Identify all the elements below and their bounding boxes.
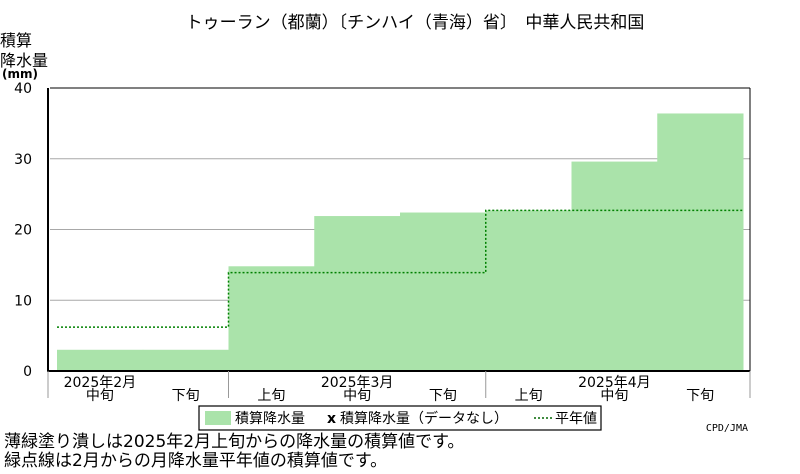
y-tick-label: 0 [23,364,32,380]
x-period-label: 中旬 [600,388,628,404]
legend-label-no-data: 積算降水量（データなし） [340,410,508,427]
y-tick-labels: 0 10 20 30 40 [14,81,32,380]
accumulated-bar [228,266,315,371]
normal-value-path [57,209,743,328]
legend-x-marker: x [327,411,336,427]
credit-label: CPD/JMA [706,423,748,434]
note-line-1: 薄緑塗り潰しは2025年2月上旬からの降水量の積算値です。 [4,431,464,452]
accumulated-bar [57,349,144,371]
accumulated-bar [400,212,487,371]
accumulated-precip-area [57,113,744,371]
chart-title: トゥーラン（都蘭）〔チンハイ（青海）省〕 中華人民共和国 [186,13,645,33]
x-period-label: 下旬 [429,388,457,404]
accumulated-bar [485,210,572,371]
legend: 積算降水量 x 積算降水量（データなし） 平年値 [198,405,602,431]
y-tick-label: 30 [14,152,32,168]
y-tick-label: 20 [14,223,32,239]
accumulated-bar [314,216,401,371]
legend-label-accumulated: 積算降水量 [235,411,305,427]
accumulated-bar [142,349,229,371]
x-period-label: 下旬 [686,388,714,404]
x-axis-labels: 中旬 下旬 上旬 中旬 下旬 上旬 中旬 下旬 2025年2月 2025年3月 2025年4月 [64,375,715,404]
legend-label-normal: 平年値 [555,411,597,427]
y-tick-label: 10 [14,293,32,309]
plot-frame [47,87,751,398]
accumulated-bar [657,113,744,371]
x-month-label: 2025年3月 [321,375,394,391]
normal-value-line [57,209,743,328]
x-month-label: 2025年4月 [578,375,651,391]
y-axis-title-line2: 降水量 [0,51,48,70]
accumulated-bar [571,161,658,371]
x-period-label: 中旬 [86,388,114,404]
x-period-label: 上旬 [515,388,543,404]
note-line-2: 緑点線は2月からの月降水量平年値の積算値です。 [4,451,387,470]
x-period-label: 中旬 [343,388,371,404]
y-tick-label: 40 [14,81,32,97]
legend-fill-swatch [205,411,231,425]
x-period-label: 上旬 [257,388,285,404]
x-month-label: 2025年2月 [64,375,137,391]
y-axis-title-line1: 積算 [0,31,32,50]
y-axis-unit: (mm) [2,67,38,81]
x-period-label: 下旬 [172,388,200,404]
